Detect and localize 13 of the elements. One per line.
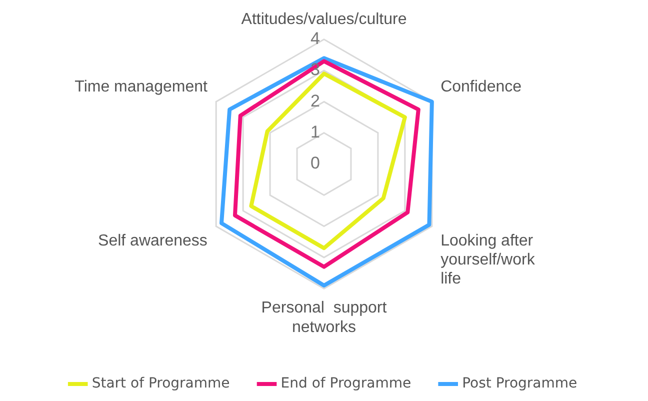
spoke-label: Self awareness: [98, 232, 208, 250]
y-tick-label: 4: [310, 29, 320, 48]
y-tick-label: 0: [310, 154, 320, 173]
spoke-label: Looking after yourself/work life: [440, 232, 536, 288]
spoke-label: Attitudes/values/culture: [241, 11, 407, 28]
y-tick-label: 1: [310, 122, 320, 142]
spoke-label: Personal support networks: [261, 300, 388, 336]
legend-label: End of Programme: [280, 376, 412, 392]
legend-label: Post Programme: [462, 376, 578, 392]
y-tick-label: 2: [310, 91, 320, 110]
spoke-label: Confidence: [440, 78, 522, 96]
legend-label: Start of Programme: [92, 376, 230, 392]
spoke-label: Time management: [74, 78, 208, 96]
